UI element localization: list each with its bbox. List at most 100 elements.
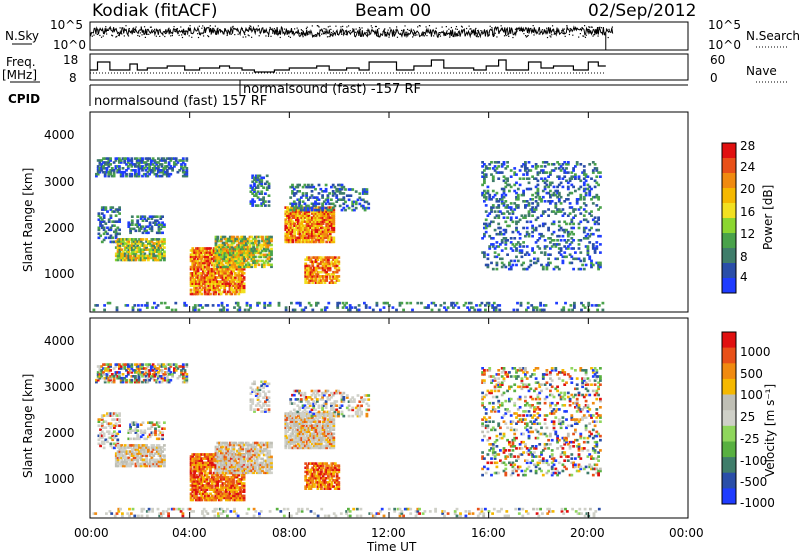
power-cell [515,220,518,224]
power-cell [289,212,293,215]
power-cell [250,255,254,259]
velocity-cell [141,433,145,437]
power-cell [502,263,506,267]
power-cell [540,234,543,238]
power-cell [328,238,332,242]
power-cell [309,220,313,223]
nsearch-point [327,26,329,28]
power-cell [118,167,121,170]
power-cell [306,273,309,276]
power-cell [228,276,232,279]
velocity-cell [189,488,193,491]
power-cell [245,243,248,247]
velocity-cell [144,380,148,384]
power-cell [516,230,520,234]
power-cell [111,206,115,209]
velocity-cell [100,424,104,427]
velocity-cell [122,446,125,449]
power-cell [524,267,527,271]
velocity-cell [129,423,132,426]
power-cell [298,238,302,242]
nsearch-point [154,28,156,30]
power-cell [524,253,527,256]
power-cell [579,212,583,215]
power-cell [237,292,241,296]
power-cell [588,228,592,232]
power-cell [237,261,241,265]
power-cell [205,278,209,281]
power-cell [198,282,202,285]
velocity-cell [116,460,120,464]
power-cell [337,260,341,264]
power-cell [513,171,517,174]
power-cell [299,206,303,210]
power-cell [225,280,228,283]
power-cell [196,288,200,292]
power-cell [157,169,160,172]
nsearch-point [203,26,206,29]
power-cell [256,301,259,305]
power-cell [468,308,471,312]
power-cell [540,200,543,203]
power-cell [154,258,157,262]
nsearch-point [207,35,209,37]
power-cell [544,304,548,307]
velocity-cell [116,371,120,374]
power-cell [318,232,321,236]
velocity-cell [205,488,209,491]
power-cell [98,161,102,164]
velocity-cell [114,432,118,436]
power-cell [298,214,302,217]
power-cell [130,246,134,249]
power-cell [543,245,547,248]
power-cell [325,266,328,270]
power-cell [264,255,268,259]
power-cell [559,253,563,256]
power-cell [266,243,270,247]
power-cell [157,223,161,226]
power-cell [241,241,245,245]
power-cell [195,286,198,290]
velocity-cell [209,486,212,489]
velocity-cell [116,424,120,427]
velocity-cell [136,456,140,460]
velocity-cell [209,463,212,467]
velocity-cell [205,486,209,489]
power-cell [556,175,559,178]
power-cell [536,187,540,191]
power-cell [495,167,499,170]
power-cell [358,196,362,200]
power-cell [221,269,225,273]
velocity-cell [202,467,205,471]
power-cell [328,192,331,195]
velocity-cell [125,458,129,462]
power-cell [221,247,225,251]
power-cell [446,306,450,309]
velocity-cell [106,430,109,433]
power-cell [262,261,266,265]
nsearch-point [242,36,244,38]
power-cell [311,308,315,312]
velocity-cell [196,482,200,485]
power-cell [171,169,174,172]
power-cell [483,181,486,185]
power-cell [207,276,211,279]
power-cell [221,251,225,255]
power-cell [302,308,306,312]
power-cell [559,195,563,199]
velocity-cell [185,375,189,378]
power-cell [230,274,234,277]
velocity-cell [107,378,111,382]
power-cell [565,171,568,174]
power-cell [223,269,227,273]
power-cell [189,255,193,259]
power-cell [232,278,235,281]
velocity-cell [158,365,162,368]
power-cell [534,206,538,209]
power-cell [152,258,156,262]
power-cell [150,254,154,258]
power-cell [535,306,539,309]
power-cell [195,280,198,283]
power-cell [541,169,545,172]
power-cell [130,223,134,226]
